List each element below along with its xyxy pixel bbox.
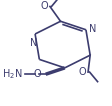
Text: N: N xyxy=(30,38,38,48)
Text: O: O xyxy=(33,69,41,79)
Text: O: O xyxy=(41,1,48,11)
Text: O: O xyxy=(79,67,86,77)
Text: N: N xyxy=(89,24,96,34)
Text: H$_2$N: H$_2$N xyxy=(2,67,22,81)
